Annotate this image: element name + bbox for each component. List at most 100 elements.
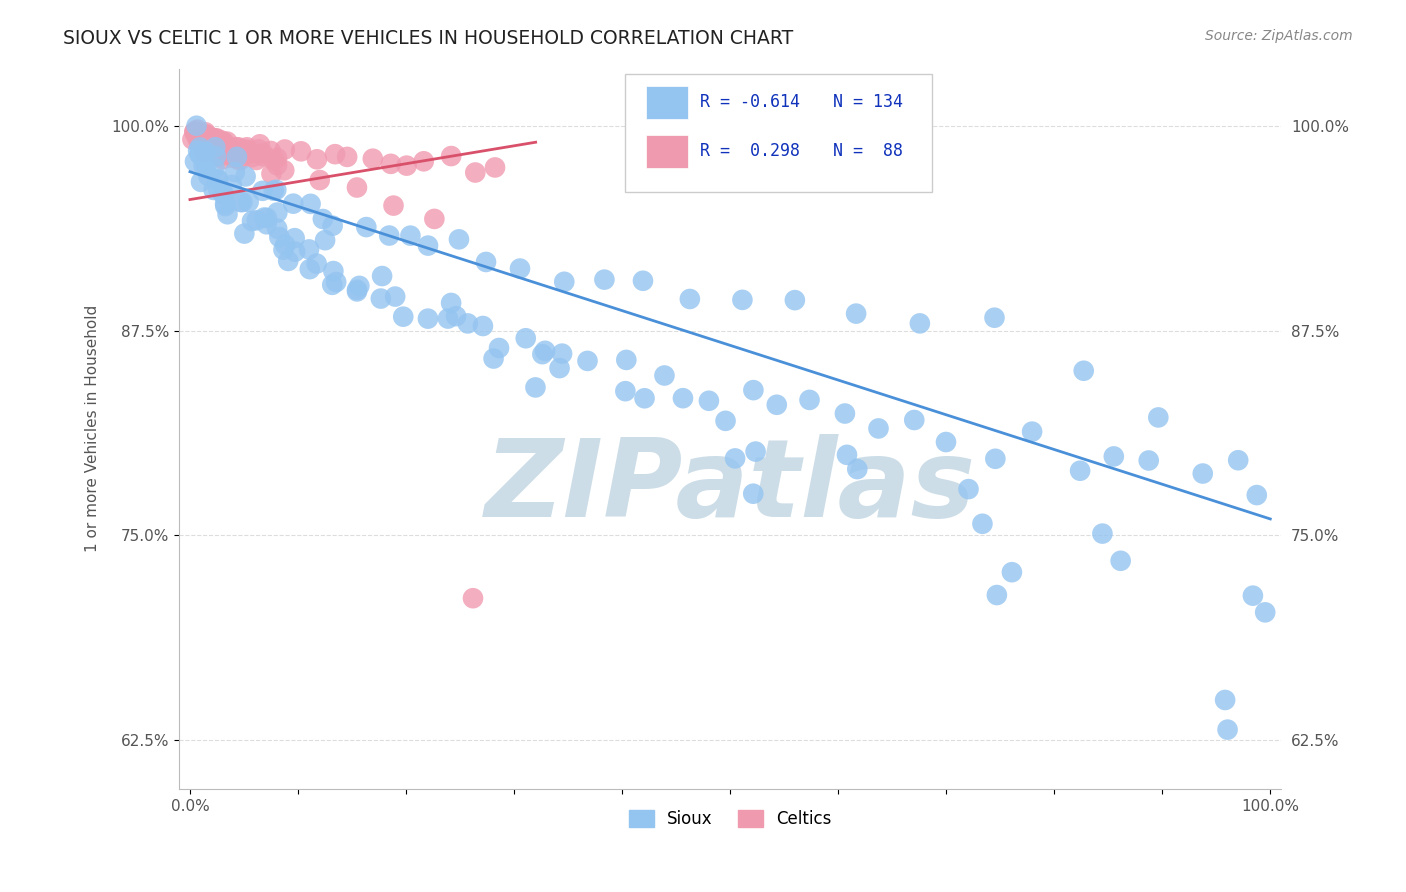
Point: [191, 138, 214, 153]
Point: [551, 346, 574, 360]
Point: [274, 143, 297, 157]
Point: [184, 154, 207, 169]
Point: [260, 144, 283, 158]
Point: [226, 150, 249, 164]
Point: [207, 136, 229, 150]
Point: [190, 130, 212, 145]
Point: [194, 135, 217, 149]
Point: [531, 347, 554, 361]
Point: [1191, 467, 1213, 481]
Point: [1102, 450, 1125, 464]
Point: [229, 194, 252, 209]
Point: [217, 135, 239, 149]
Point: [834, 407, 856, 421]
Point: [509, 261, 531, 276]
Point: [484, 161, 506, 175]
Point: [444, 309, 467, 323]
Point: [209, 142, 232, 156]
Point: [228, 151, 250, 165]
Point: [742, 383, 765, 397]
Point: [222, 145, 245, 159]
Point: [214, 197, 236, 211]
Point: [207, 134, 229, 148]
Point: [253, 211, 276, 225]
Point: [534, 343, 557, 358]
Point: [207, 172, 229, 186]
Point: [274, 237, 297, 252]
Point: [238, 194, 260, 209]
Point: [266, 151, 288, 165]
Point: [188, 147, 211, 161]
Point: [266, 158, 288, 172]
Point: [217, 207, 239, 221]
Point: [457, 317, 479, 331]
Point: [207, 182, 229, 196]
Point: [346, 283, 368, 297]
Point: [186, 119, 208, 133]
Legend: Sioux, Celtics: Sioux, Celtics: [621, 804, 838, 835]
Point: [284, 244, 307, 259]
Point: [263, 184, 285, 198]
Point: [471, 318, 494, 333]
Point: [208, 136, 231, 150]
Text: ZIPatlas: ZIPatlas: [485, 434, 976, 540]
Point: [247, 142, 270, 156]
Point: [224, 165, 246, 179]
Point: [983, 310, 1005, 325]
Point: [464, 165, 486, 179]
Point: [423, 211, 446, 226]
Text: N =  88: N = 88: [832, 143, 903, 161]
Point: [416, 238, 439, 252]
Point: [233, 227, 256, 241]
Point: [515, 331, 537, 345]
Point: [312, 212, 335, 227]
Point: [229, 153, 252, 168]
Point: [231, 195, 253, 210]
Point: [1137, 453, 1160, 467]
Point: [845, 307, 868, 321]
Point: [193, 153, 215, 167]
Point: [1241, 589, 1264, 603]
Point: [240, 150, 263, 164]
Point: [252, 149, 274, 163]
Point: [222, 148, 245, 162]
Point: [186, 122, 208, 136]
Point: [799, 392, 821, 407]
Point: [221, 178, 243, 192]
Point: [231, 147, 253, 161]
Point: [186, 128, 208, 143]
Point: [186, 125, 208, 139]
Point: [382, 198, 405, 212]
Point: [399, 228, 422, 243]
Point: [205, 131, 228, 145]
Point: [235, 169, 257, 184]
Point: [214, 199, 236, 213]
Point: [200, 133, 222, 147]
Point: [212, 187, 235, 202]
Point: [222, 151, 245, 165]
Point: [205, 149, 228, 163]
Point: [256, 217, 278, 231]
Point: [224, 147, 246, 161]
Point: [380, 157, 402, 171]
Point: [323, 147, 346, 161]
Point: [183, 125, 205, 139]
Point: [679, 292, 702, 306]
Point: [957, 482, 980, 496]
Point: [224, 145, 246, 160]
Point: [614, 384, 637, 399]
Point: [1109, 554, 1132, 568]
Point: [305, 153, 328, 167]
Point: [283, 196, 305, 211]
Point: [714, 414, 737, 428]
Point: [356, 220, 378, 235]
Point: [986, 588, 1008, 602]
Point: [266, 221, 288, 235]
Point: [284, 231, 307, 245]
Point: [207, 173, 229, 187]
Point: [246, 213, 269, 227]
Point: [212, 187, 235, 202]
FancyBboxPatch shape: [647, 135, 689, 168]
Point: [219, 141, 242, 155]
Point: [190, 148, 212, 162]
